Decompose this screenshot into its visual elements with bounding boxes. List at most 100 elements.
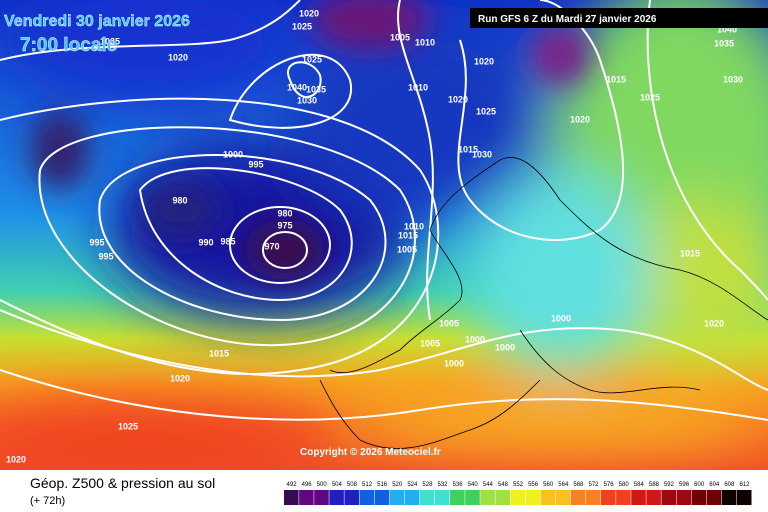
isobar-label: 1010 — [415, 37, 435, 47]
isobar-label: 1035 — [306, 84, 326, 94]
colorbar-swatch — [314, 490, 329, 505]
colorbar-swatch — [540, 490, 556, 505]
isobar-label: 995 — [98, 251, 113, 261]
isobar-label: 1020 — [570, 114, 590, 124]
colorbar-label: 508 — [347, 482, 358, 488]
isobar-label: 1015 — [606, 74, 626, 84]
isobar-label: 980 — [277, 208, 292, 218]
isobar-label: 1025 — [292, 21, 312, 31]
colorbar-swatch — [616, 490, 631, 505]
colorbar-label: 536 — [453, 482, 464, 488]
colorbar-label: 584 — [634, 482, 645, 488]
isobar-label: 1025 — [476, 106, 496, 116]
run-banner — [470, 8, 768, 28]
isobar-label: 1000 — [444, 358, 464, 368]
colorbar-label: 572 — [588, 482, 599, 488]
colorbar-swatch — [284, 490, 299, 505]
isobar-label: 1005 — [439, 318, 459, 328]
colorbar-swatch — [344, 490, 359, 505]
colorbar-label: 544 — [483, 482, 494, 488]
colorbar-label: 564 — [558, 482, 569, 488]
isobar-label: 1000 — [495, 342, 515, 352]
colorbar-swatch — [601, 490, 616, 505]
colorbar-label: 492 — [287, 482, 298, 488]
colorbar-swatch — [419, 490, 435, 505]
isobar-label: 1015 — [209, 348, 229, 358]
isobar-label: 1015 — [398, 230, 418, 240]
isobar-label: 1000 — [465, 334, 485, 344]
colorbar-label: 612 — [739, 482, 750, 488]
colorbar-label: 596 — [679, 482, 690, 488]
colorbar-label: 580 — [619, 482, 630, 488]
colorbar-label: 600 — [694, 482, 705, 488]
colorbar-swatch — [480, 490, 495, 505]
isobar-label: 975 — [277, 220, 292, 230]
isobar-label: 1020 — [299, 8, 319, 18]
isobar-label: 1005 — [420, 338, 440, 348]
colorbar-label: 500 — [317, 482, 328, 488]
colorbar-swatch — [691, 490, 707, 505]
isobar-label: 1020 — [704, 318, 724, 328]
colorbar-label: 524 — [407, 482, 418, 488]
colorbar-label: 552 — [513, 482, 524, 488]
isobar-label: 1000 — [551, 313, 571, 323]
colorbar-swatch — [389, 490, 405, 505]
isobar-label: 1030 — [472, 149, 492, 159]
isobar-label: 1030 — [297, 95, 317, 105]
isobar-label: 990 — [198, 237, 213, 247]
colorbar-swatch — [570, 490, 586, 505]
footer-title: Géop. Z500 & pression au sol — [30, 475, 215, 491]
colorbar-label: 604 — [709, 482, 720, 488]
isobar-label: 980 — [172, 195, 187, 205]
colorbar-swatch — [555, 490, 571, 505]
colorbar-swatch — [706, 490, 722, 505]
colorbar-label: 520 — [392, 482, 403, 488]
colorbar-label: 560 — [543, 482, 554, 488]
isobar-label: 1040 — [717, 24, 737, 34]
lead-time: (+ 72h) — [30, 495, 65, 507]
copyright: Copyright © 2026 Meteociel.fr — [300, 447, 441, 458]
colorbar-label: 504 — [332, 482, 343, 488]
colorbar-swatch — [374, 490, 390, 505]
colorbar-swatch — [631, 490, 646, 505]
colorbar-swatch — [676, 490, 692, 505]
colorbar-label: 588 — [649, 482, 660, 488]
colorbar-label: 532 — [438, 482, 449, 488]
isobar-label: 1005 — [397, 244, 417, 254]
colorbar-label: 496 — [302, 482, 313, 488]
isobar-label: 1010 — [404, 221, 424, 231]
date: Vendredi 30 janvier 2026 — [4, 13, 190, 30]
isobar-label: 1020 — [6, 454, 26, 464]
colorbar-swatch — [525, 490, 541, 505]
colorbar-swatch — [299, 490, 314, 505]
isobar-label: 1010 — [408, 82, 428, 92]
colorbar-label: 548 — [498, 482, 509, 488]
colorbar-swatch — [329, 490, 344, 505]
run-info: Run GFS 6 Z du Mardi 27 janvier 2026 — [478, 14, 657, 25]
colorbar-swatch — [646, 490, 661, 505]
colorbar-swatch — [359, 490, 375, 505]
isobar-label: 995 — [248, 159, 263, 169]
colorbar-swatch — [450, 490, 465, 505]
colorbar-swatch — [465, 490, 480, 505]
isobar-label: 1000 — [223, 149, 243, 159]
colorbar-label: 516 — [377, 482, 388, 488]
isobar-label: 1020 — [170, 373, 190, 383]
isobar-label: 1015 — [680, 248, 700, 258]
colorbar-swatch — [736, 490, 752, 505]
isobar-label: 1005 — [390, 32, 410, 42]
colorbar-swatch — [510, 490, 526, 505]
isobar-label: 1025 — [640, 92, 660, 102]
colorbar-label: 592 — [664, 482, 675, 488]
isobar-label: 1020 — [448, 94, 468, 104]
isobar-label: 1025 — [302, 54, 322, 64]
isobar-label: 1020 — [474, 56, 494, 66]
coastlines — [319, 157, 768, 449]
colorbar-label: 568 — [573, 482, 584, 488]
colorbar-swatch — [495, 490, 510, 505]
colorbar-swatch — [404, 490, 420, 505]
isobar-label: 1030 — [723, 74, 743, 84]
isobar-label: 1020 — [168, 52, 188, 62]
colorbar-label: 512 — [362, 482, 373, 488]
